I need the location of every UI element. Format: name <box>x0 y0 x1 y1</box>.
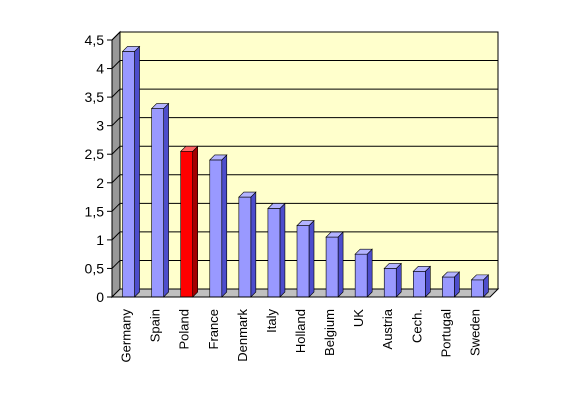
y-tick-label: 1 <box>96 232 104 248</box>
bar-top <box>296 220 315 226</box>
bar-front <box>354 253 368 298</box>
bar-uk <box>354 248 373 298</box>
y-tick-label: 2,5 <box>85 146 105 162</box>
gridline <box>111 60 498 69</box>
y-tick-label: 4,5 <box>85 32 105 48</box>
bar-top <box>209 154 228 161</box>
gridline <box>111 145 498 155</box>
bar-side <box>250 191 257 298</box>
y-tick-label: 0,5 <box>85 260 105 276</box>
bar-holland <box>296 219 315 298</box>
gridline <box>111 117 498 127</box>
bar-front <box>471 279 484 298</box>
bar-france <box>209 154 228 298</box>
y-tick-label: 1,5 <box>85 203 105 219</box>
bar-front <box>209 159 223 298</box>
bar-front <box>267 208 281 298</box>
x-tick-label: Denmark <box>235 309 250 362</box>
bar-side <box>134 45 140 298</box>
x-tick-label: Poland <box>177 309 192 349</box>
x-tick-label: Austria <box>380 308 395 349</box>
bar-side <box>163 102 169 298</box>
bar-sweden <box>470 274 490 298</box>
y-tick-label: 0 <box>96 289 104 305</box>
y-tick-label: 3 <box>96 118 104 134</box>
gridlines <box>111 31 498 269</box>
bar-side <box>279 202 286 298</box>
bar-germany <box>121 45 141 298</box>
bars <box>121 45 490 298</box>
bar-side <box>192 145 198 298</box>
plot-left-wall <box>111 30 121 299</box>
bar-italy <box>267 202 286 298</box>
bar-top <box>441 271 461 278</box>
x-tick-label: Portugal <box>438 309 453 358</box>
bar-front <box>180 151 193 298</box>
bar-front <box>442 276 455 298</box>
x-axis-ticks: Germany Spain Poland France Denmark Italy Holl… <box>119 308 483 362</box>
bar-front <box>122 51 135 298</box>
x-tick-label: Cech. <box>409 309 424 343</box>
bar-top <box>121 46 141 52</box>
y-tick-label: 3,5 <box>85 89 105 105</box>
x-tick-label: UK <box>351 309 366 327</box>
gridline <box>111 231 498 241</box>
bar-top <box>238 191 257 198</box>
x-tick-label: Spain <box>148 309 163 342</box>
x-tick-label: Sweden <box>467 309 482 356</box>
gridline <box>111 31 498 41</box>
gridline <box>111 88 498 98</box>
bar-front <box>383 268 397 298</box>
bar-top <box>267 203 286 209</box>
bar-spain <box>150 102 170 298</box>
bar-side <box>337 231 344 298</box>
bar-top <box>412 265 432 272</box>
bar-poland <box>179 145 199 298</box>
x-tick-label: Germany <box>119 309 134 363</box>
bar-denmark <box>238 191 257 298</box>
bar-top <box>470 274 490 281</box>
x-tick-label: Holland <box>293 309 308 353</box>
bar-side <box>221 154 228 298</box>
y-tick-label: 4 <box>96 61 104 77</box>
x-tick-label: Italy <box>264 309 279 333</box>
bar-side <box>308 219 315 298</box>
x-tick-label: France <box>206 309 221 349</box>
bar-top <box>383 263 402 269</box>
bar-front <box>325 236 339 298</box>
bar-austria <box>383 262 402 298</box>
bar-front <box>151 108 164 298</box>
gridline <box>111 202 498 212</box>
y-axis-ticks: 0 0,5 1 1,5 2 2,5 3 3,5 4 4,5 <box>85 32 490 305</box>
bar-front <box>296 225 310 298</box>
bar-front <box>238 196 252 298</box>
bar-cech <box>412 265 432 298</box>
x-tick-label: Belgium <box>322 309 337 356</box>
bar-front <box>413 270 426 298</box>
bar-top <box>325 231 344 238</box>
bar-top <box>354 248 373 255</box>
bar-top <box>150 103 170 109</box>
gridline <box>111 174 498 184</box>
bar-belgium <box>325 231 344 298</box>
bar-side <box>395 262 402 298</box>
bar-portugal <box>441 271 461 298</box>
bar-top <box>179 146 199 152</box>
bar-side <box>366 248 373 298</box>
y-tick-label: 2 <box>96 175 104 191</box>
